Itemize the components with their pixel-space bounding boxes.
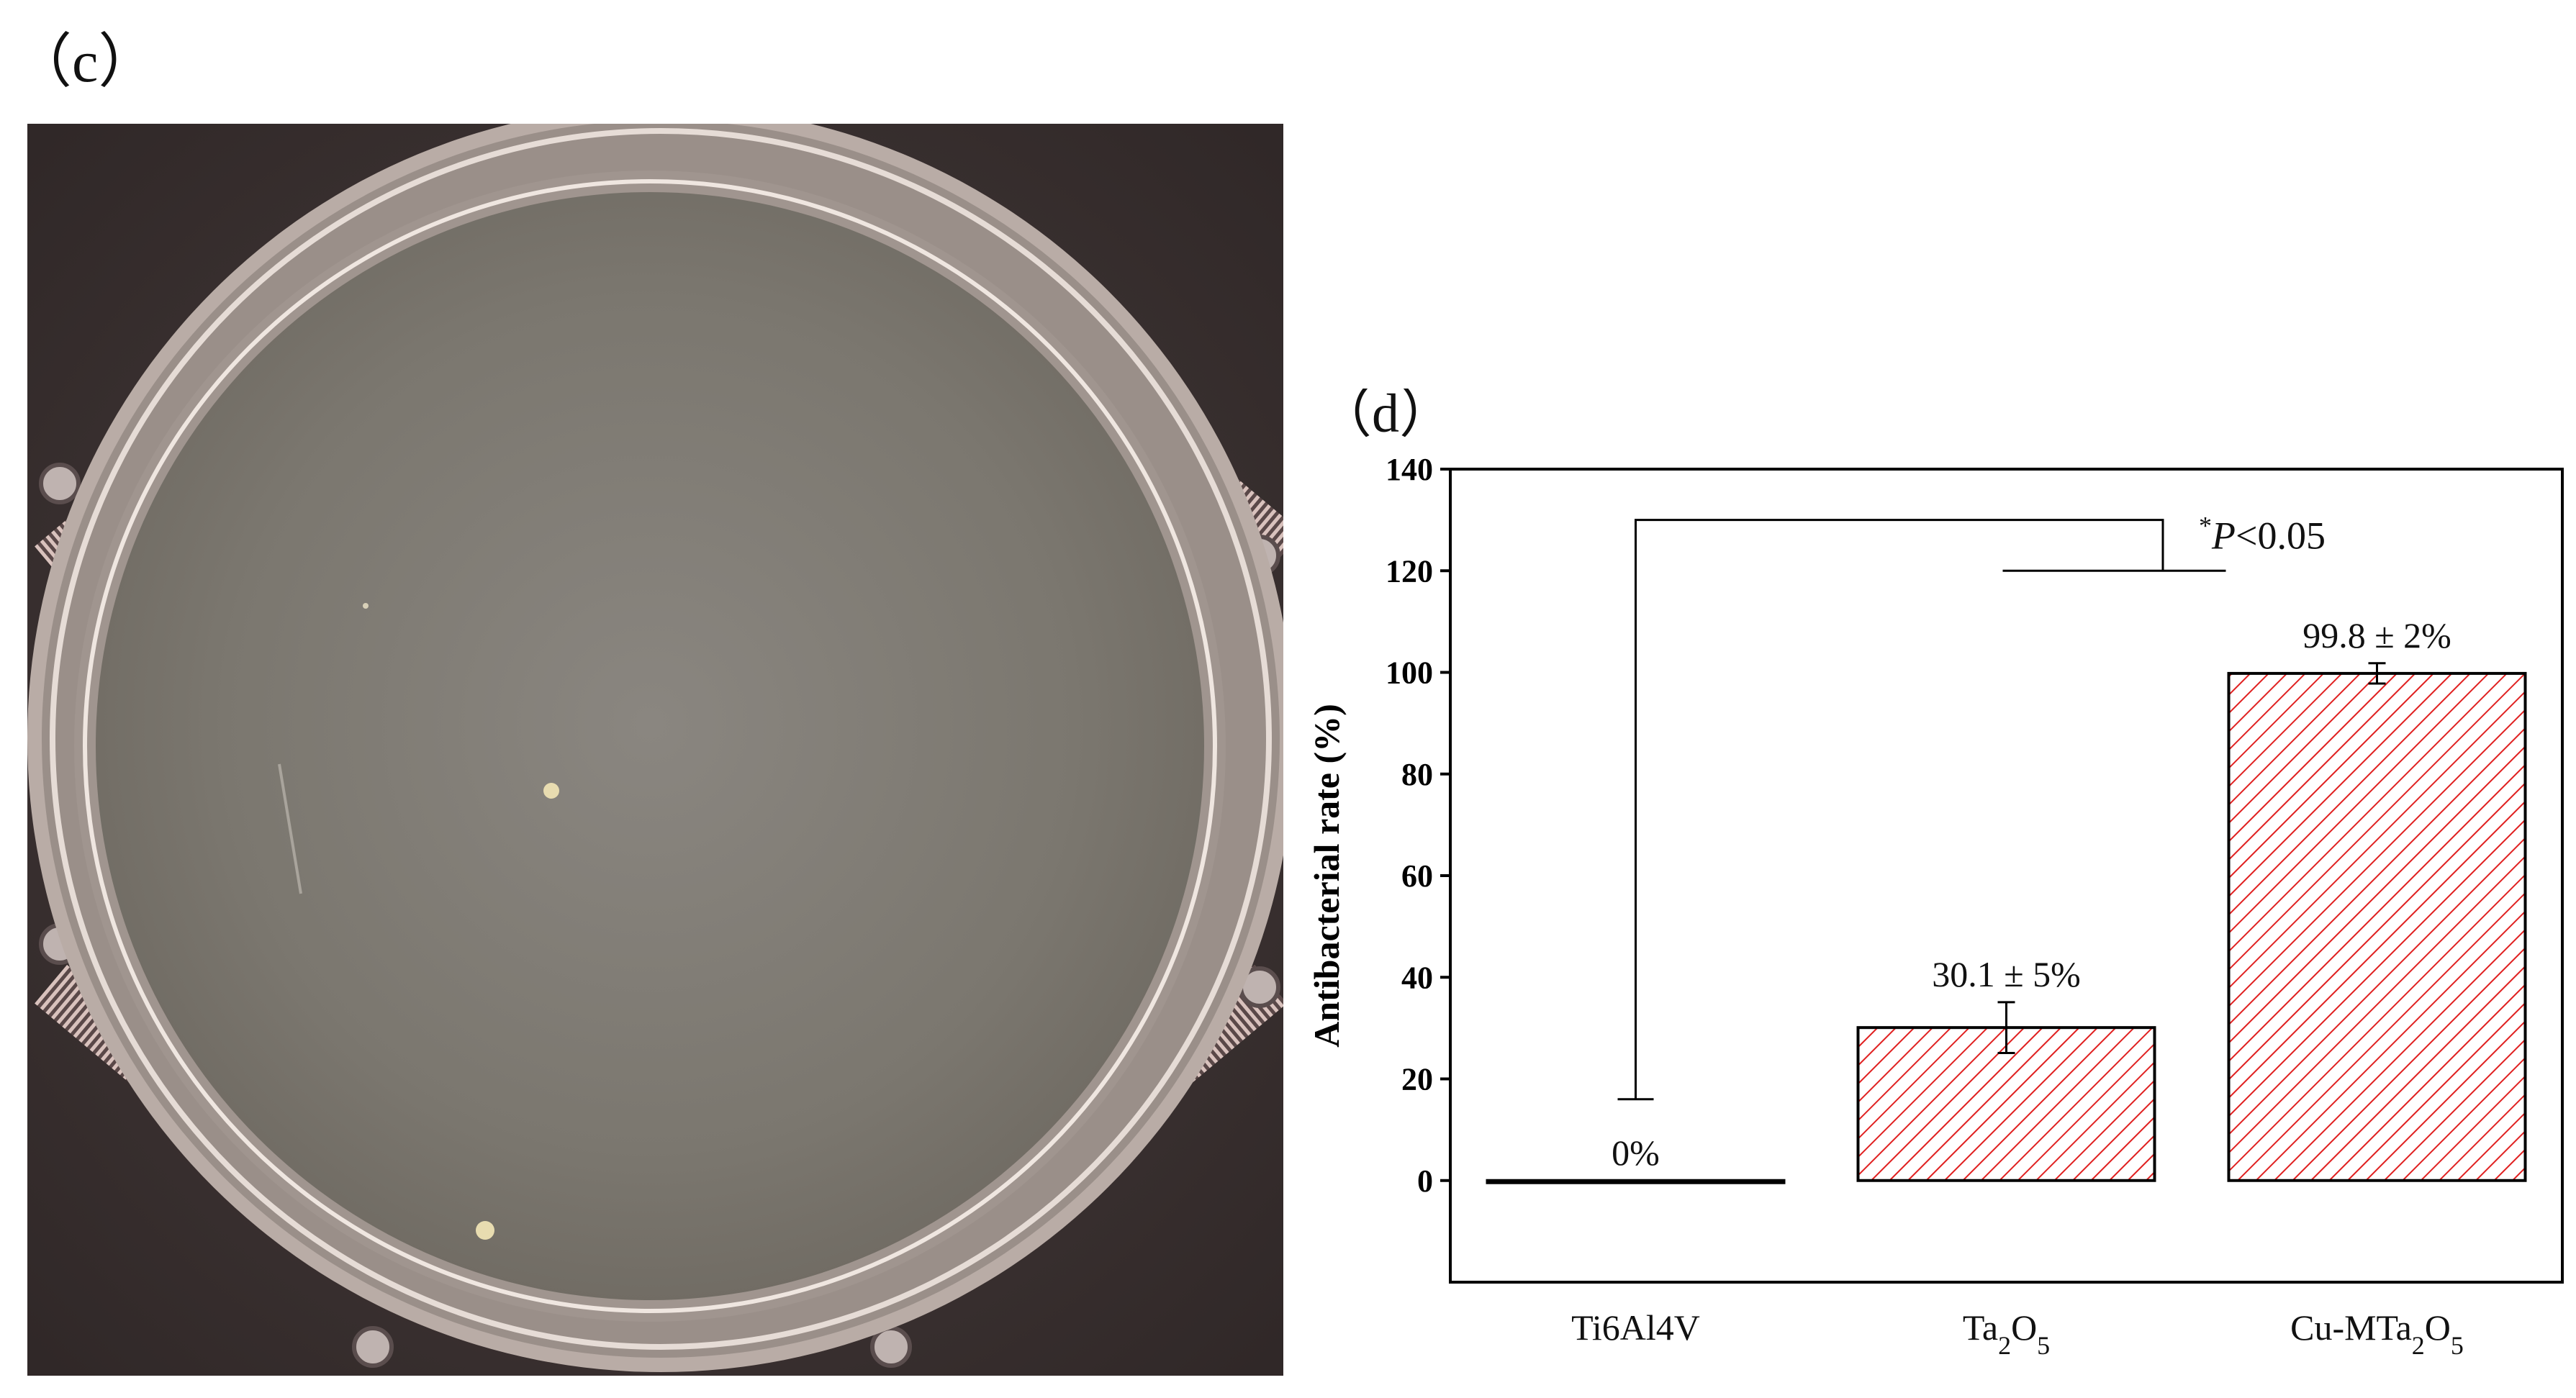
- colony-2: [476, 1221, 494, 1240]
- data-label: 0%: [1612, 1133, 1660, 1173]
- bar: [1486, 1179, 1786, 1184]
- chart-svg: （d） 0 20 40 60 80 100 120 140 Antibacterial rate…: [1306, 383, 2564, 1360]
- colony-1: [543, 783, 559, 799]
- panel-label-c: （c）: [13, 29, 158, 94]
- y-tick-label: 40: [1401, 960, 1433, 995]
- petri-dish-photo: [27, 106, 1301, 1376]
- significance-bracket: [1635, 519, 2164, 1099]
- x-tick-label: Ta2O5: [1963, 1307, 2050, 1360]
- petri-dish-illustration: [27, 106, 1301, 1376]
- y-tick-label: 100: [1386, 655, 1433, 691]
- scratch-mark: [278, 763, 302, 894]
- y-axis-label: Antibacterial rate (%): [1306, 704, 1347, 1048]
- x-tick-label: Cu-MTa2O5: [2290, 1307, 2464, 1360]
- x-tick-label: Ti6Al4V: [1571, 1307, 1700, 1348]
- bar: [2227, 671, 2527, 1182]
- data-label: 30.1 ± 5%: [1932, 954, 2081, 994]
- y-tick-label: 0: [1417, 1163, 1433, 1199]
- y-tick-label: 120: [1386, 553, 1433, 589]
- y-tick-label: 60: [1401, 858, 1433, 894]
- bar-chart: （d） 0 20 40 60 80 100 120 140 Antibacterial rate…: [1288, 383, 2576, 1394]
- y-tick-label: 20: [1401, 1062, 1433, 1097]
- y-tick-label: 80: [1401, 757, 1433, 792]
- y-tick-label: 140: [1386, 452, 1433, 487]
- panel-label-d: （d）: [1317, 389, 1454, 444]
- agar-plate: [96, 192, 1204, 1300]
- data-label: 99.8 ± 2%: [2302, 615, 2451, 655]
- significance-label: *P<0.05: [2199, 512, 2326, 558]
